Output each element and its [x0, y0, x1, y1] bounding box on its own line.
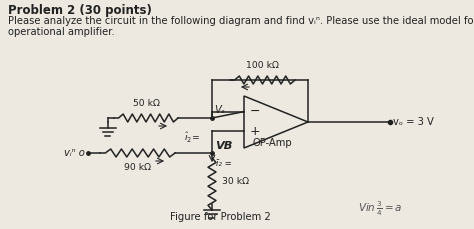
- Text: vₒ = 3 V: vₒ = 3 V: [393, 117, 434, 127]
- Text: 90 kΩ: 90 kΩ: [124, 163, 151, 172]
- Text: $\hat{\imath}_2$=: $\hat{\imath}_2$=: [184, 131, 200, 145]
- Text: $Vin\,\frac{3}{4}=a$: $Vin\,\frac{3}{4}=a$: [358, 200, 402, 218]
- Text: −: −: [250, 105, 261, 118]
- Text: Please analyze the circuit in the following diagram and find vᵢⁿ. Please use the: Please analyze the circuit in the follow…: [8, 16, 474, 26]
- Text: 50 kΩ: 50 kΩ: [133, 99, 159, 108]
- Text: Figure for Problem 2: Figure for Problem 2: [170, 212, 270, 222]
- Text: OP-Amp: OP-Amp: [252, 138, 292, 148]
- Text: vᵢⁿ o: vᵢⁿ o: [64, 148, 85, 158]
- Text: 100 kΩ: 100 kΩ: [246, 61, 279, 70]
- Text: operational amplifier.: operational amplifier.: [8, 27, 115, 37]
- Text: Vₐ: Vₐ: [214, 105, 225, 115]
- Text: VB: VB: [215, 141, 232, 151]
- Text: +: +: [250, 125, 261, 138]
- Text: Problem 2 (30 points): Problem 2 (30 points): [8, 4, 152, 17]
- Text: ī₂ =: ī₂ =: [216, 158, 232, 167]
- Text: 30 kΩ: 30 kΩ: [222, 177, 249, 186]
